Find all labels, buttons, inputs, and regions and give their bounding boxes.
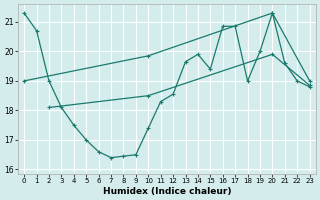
X-axis label: Humidex (Indice chaleur): Humidex (Indice chaleur) bbox=[103, 187, 231, 196]
